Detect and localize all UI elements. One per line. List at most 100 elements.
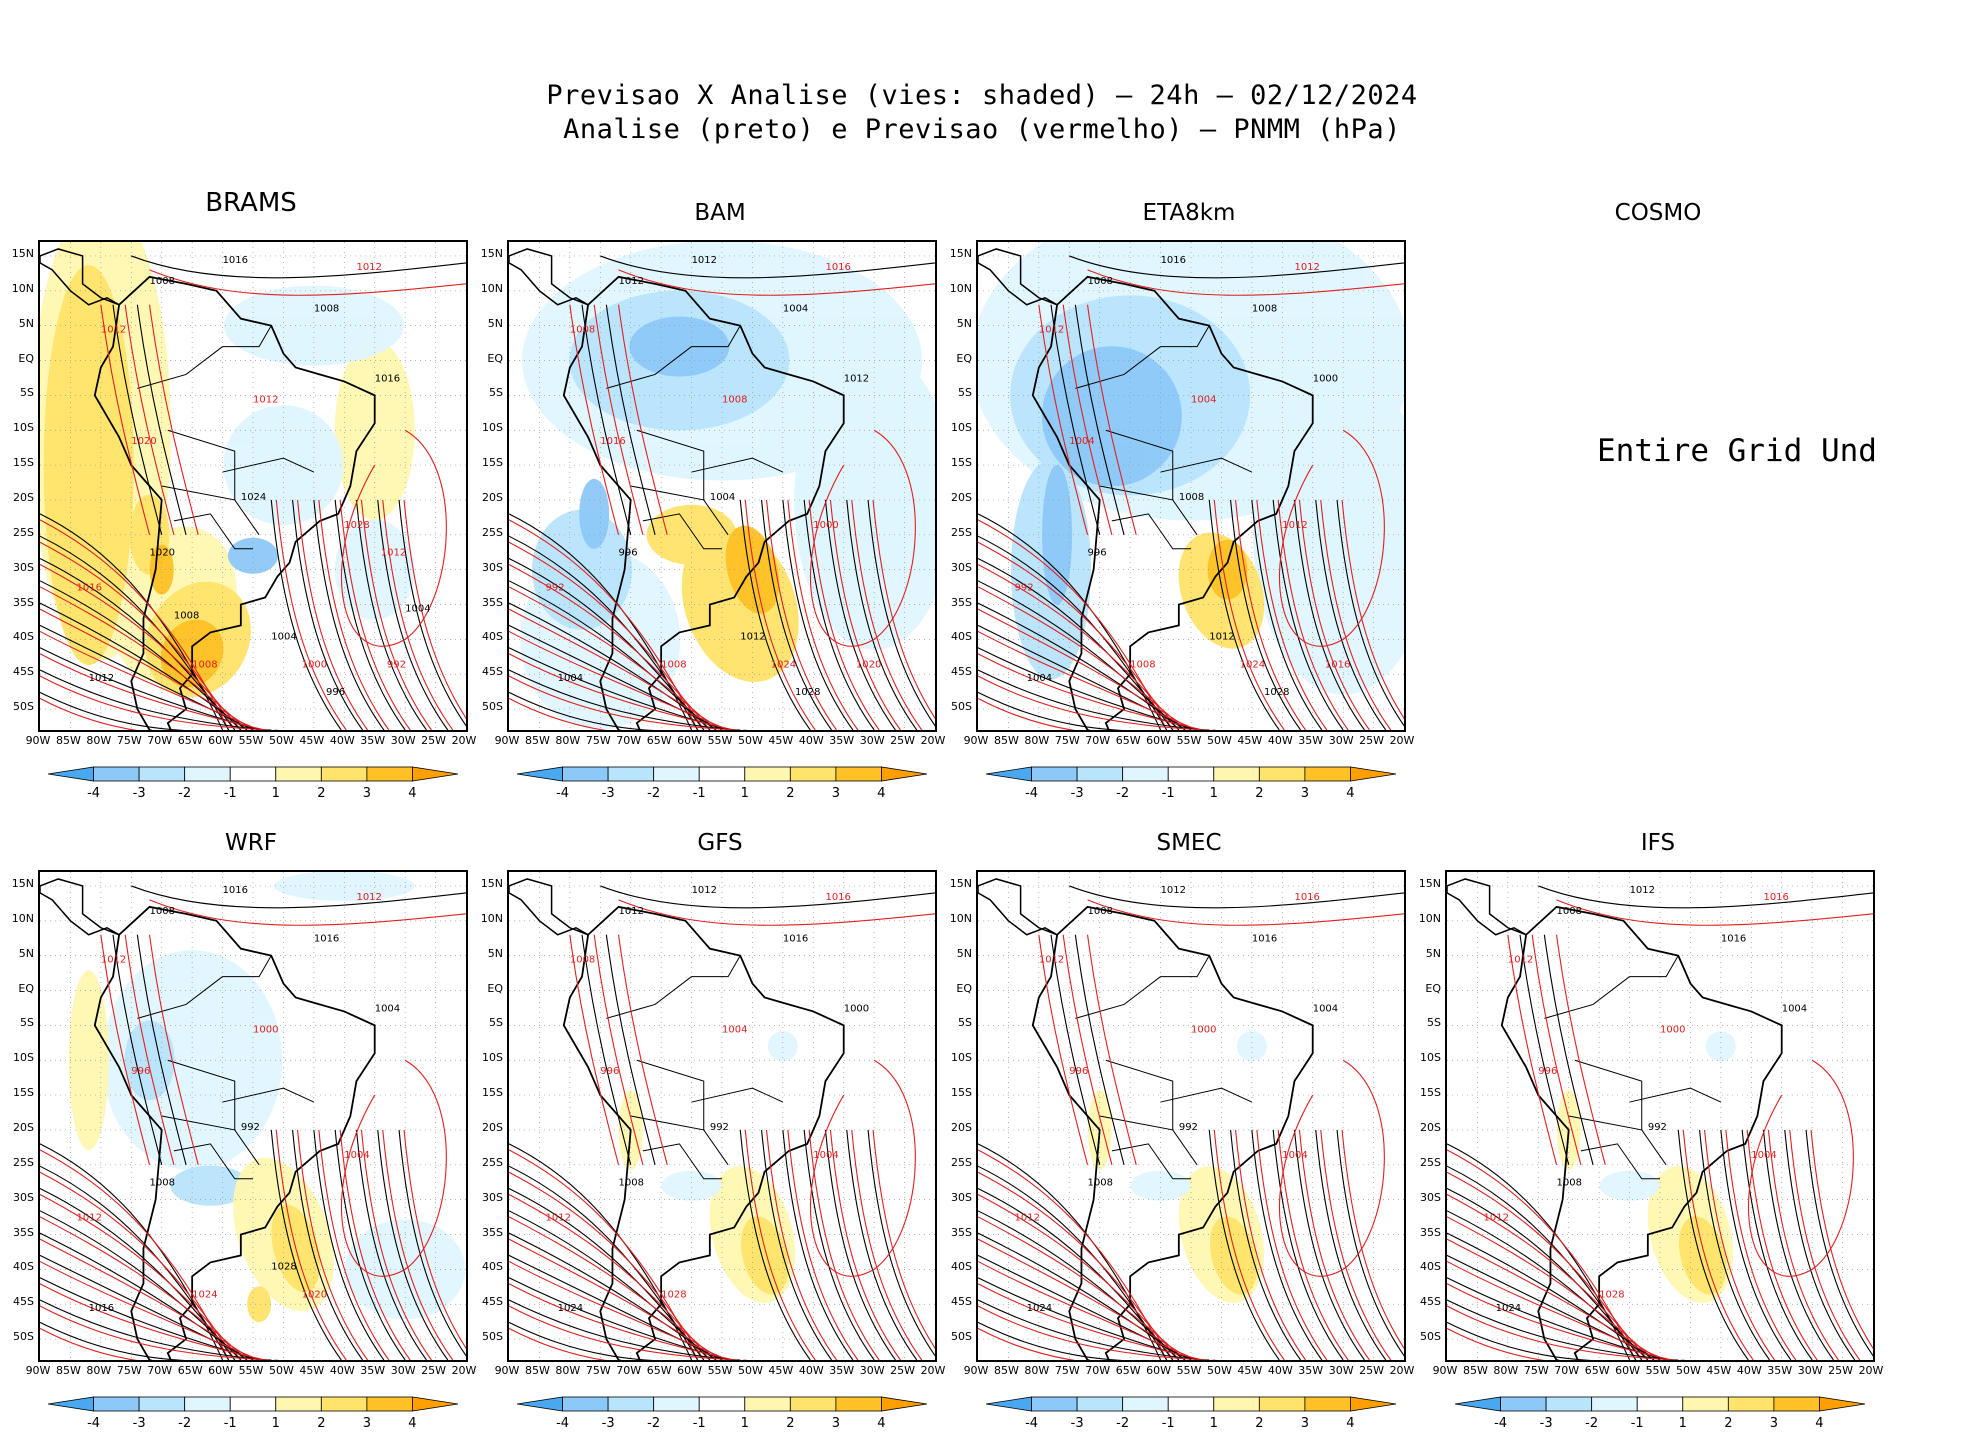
lon-label: 60W [677,734,702,747]
colorbar-tick: -4 [556,1416,570,1431]
isobar-label: 1004 [1027,673,1052,684]
isobar-label: 1008 [192,659,217,670]
isobar-label: 1012 [740,631,765,642]
isobar-label: 1016 [77,583,102,594]
colorbar-tick: -2 [178,1416,192,1431]
colorbar-tick: -1 [1161,1416,1175,1431]
lat-label: EQ [956,351,972,365]
lat-label: 35S [482,1225,503,1239]
colorbar-tick: -2 [1585,1416,1599,1431]
isobar-label: 1004 [344,1150,369,1161]
lat-label: 25S [13,1155,34,1169]
lon-label: 75W [1054,1364,1080,1377]
south-america-outline [562,905,845,1360]
lat-label: 50S [482,1330,503,1344]
lon-label: 80W [86,734,112,747]
lon-label: 30W [390,1364,416,1377]
isobar-label: 1004 [1191,394,1216,405]
map-canvas: 1016 1012 1008 1012 1008 1004 1000 1004 1008 1012… [978,242,1404,730]
lat-label: EQ [487,351,503,365]
colorbar-tick: 2 [786,1416,795,1431]
lat-label: 5N [956,946,972,960]
panel-wrf: WRF 1016 1012 1008 1012 1016 1000 1004 996 992 100… [0,820,486,1448]
lat-label: 5N [18,316,34,330]
isobar-label: 1000 [1191,1024,1216,1035]
lon-label: 70W [1085,734,1111,747]
isobar-label: 1008 [1179,492,1204,503]
colorbar-swatches [516,1396,928,1412]
isobar-label: 1012 [381,548,406,559]
lat-label: 10S [951,1051,972,1065]
panel-title: SMEC [1156,830,1222,856]
lat-label: 50S [13,1330,34,1344]
lat-label: 5S [1427,1016,1441,1030]
lat-label: 40S [1420,1260,1441,1274]
isobar-label: 1004 [271,631,296,642]
isobar-label: 1004 [558,673,583,684]
lon-label: 85W [55,734,81,747]
isobar-label: 1004 [1313,1003,1338,1014]
colorbar-swatches [47,1396,459,1412]
lon-label: 70W [147,1364,173,1377]
main-title-line1: Previsao X Analise (vies: shaded) — 24h … [546,80,1418,111]
isobar-label: 996 [1538,1066,1557,1077]
panel-gfs: GFS 1012 1016 1012 1008 1016 1004 1000 996 992 100… [469,820,955,1448]
lon-label: 55W [1176,1364,1202,1377]
bias-shade-neg1 [1130,1031,1267,1201]
lon-label: 45W [768,734,794,747]
panel-smec: SMEC 1012 1016 1008 1012 1016 1000 1004 996 992 10… [938,820,1424,1448]
isobar-label: 1000 [844,1003,869,1014]
isobar-label: 1016 [1325,659,1350,670]
colorbar-tick: 1 [1209,1416,1218,1431]
isobar-label: 1020 [302,1289,327,1300]
colorbar-tick: -1 [223,786,237,801]
colorbar-tick: -2 [178,786,192,801]
lon-label: 90W [494,1364,520,1377]
isobar-label: 1016 [1763,892,1788,903]
isobar-label: 1012 [77,1213,102,1224]
isobar-label: 1004 [1782,1003,1807,1014]
isobar-label: 992 [1015,583,1034,594]
lon-label: 30W [1328,1364,1354,1377]
lat-label: 30S [13,1190,34,1204]
lon-label: 50W [1206,1364,1232,1377]
lat-label: 50S [951,700,972,714]
forecast-map: 1016 1012 1008 1012 1016 1000 1004 996 992 1004 10… [38,870,468,1362]
lon-label: 70W [1085,1364,1111,1377]
lon-label: 20W [920,1364,946,1377]
lat-label: 20S [482,1120,503,1134]
isobar-label: 992 [710,1122,729,1133]
lon-label: 50W [1206,734,1232,747]
panel-title: COSMO [1614,200,1702,226]
lon-label: 30W [1797,1364,1823,1377]
lat-label: 25S [951,1155,972,1169]
panel-ifs: IFS 1012 1016 1008 1012 1016 1000 1004 996 992 100… [1407,820,1893,1448]
lat-label: 10S [482,1051,503,1065]
lon-label: 60W [208,1364,233,1377]
lon-label: 35W [1767,1364,1793,1377]
lat-label: 5N [487,946,503,960]
lon-label: 35W [829,734,855,747]
isobar-label: 1008 [150,906,175,917]
south-america-outline [93,905,376,1360]
colorbar-tick: 3 [831,786,841,801]
colorbar-tick: 3 [1300,786,1310,801]
lon-label: 20W [1858,1364,1884,1377]
panel-title: GFS [697,830,743,856]
isobar-label: 992 [546,583,565,594]
isobar-label: 996 [619,548,638,559]
lon-label: 90W [1432,1364,1458,1377]
isobar-label: 1016 [1294,892,1319,903]
isobar-label: 1004 [1069,436,1094,447]
lon-label: 65W [1584,1364,1610,1377]
map-canvas: 1016 1012 1008 1012 1008 1012 1016 1020 1024 1028… [40,242,466,730]
lon-label: 50W [268,1364,294,1377]
colorbar-tick: 4 [1815,1416,1824,1431]
lon-label: 50W [737,734,763,747]
lon-label: 25W [421,1364,446,1377]
lat-label: 15S [1420,1086,1441,1100]
colorbar: -4 -3 -2 -1 1 2 3 4 [47,766,459,806]
isobar-label: 1012 [692,885,717,896]
isobar-label: 1016 [1721,934,1746,945]
colorbar-tick: 4 [877,786,886,801]
